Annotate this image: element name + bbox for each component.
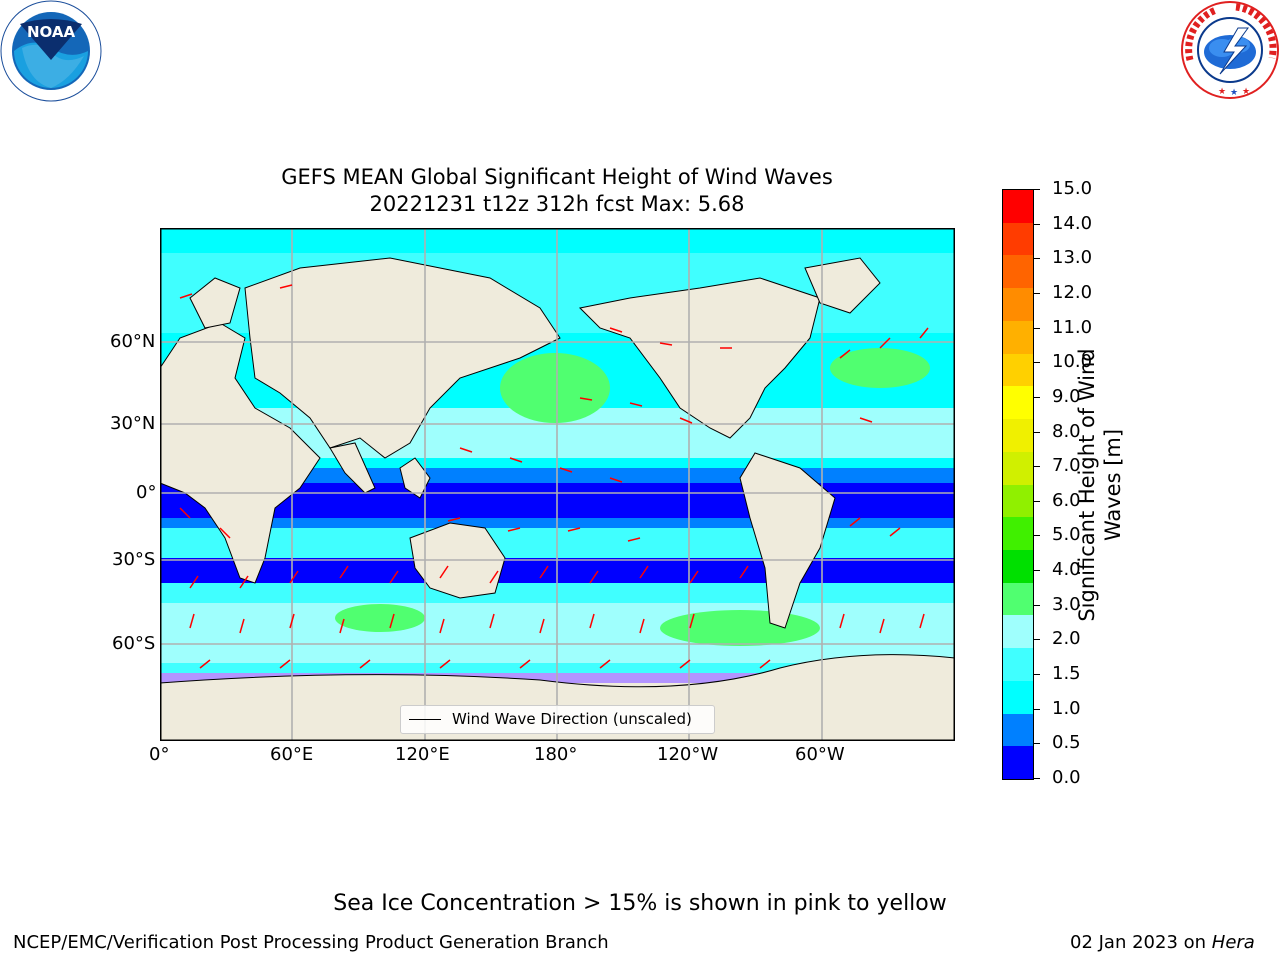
colorbar-segment (1003, 320, 1033, 354)
map-legend: Wind Wave Direction (unscaled) (400, 705, 715, 734)
colorbar-tick-mark (1034, 466, 1040, 468)
noaa-logo-text: NOAA (27, 23, 76, 41)
colorbar-tick-mark (1034, 500, 1040, 502)
legend-line-swatch (409, 719, 441, 720)
colorbar-tick-mark (1034, 535, 1040, 537)
colorbar (1002, 189, 1034, 780)
footer-machine: Hera (1211, 932, 1255, 953)
sea-ice-note: Sea Ice Concentration > 15% is shown in … (333, 891, 947, 916)
colorbar-segment (1003, 713, 1033, 747)
noaa-logo: NOAA (0, 0, 104, 104)
colorbar-segment (1003, 222, 1033, 256)
wave-height-map (160, 228, 955, 741)
y-tick-60s: 60°S (112, 633, 156, 654)
colorbar-tick: 2.0 (1052, 628, 1081, 650)
colorbar-tick-mark (1034, 258, 1040, 260)
footer-right: 02 Jan 2023 on Hera (1070, 932, 1255, 953)
colorbar-tick-mark (1034, 189, 1040, 190)
colorbar-tick-mark (1034, 292, 1040, 294)
colorbar-label-line1: Significant Height of Wind (1075, 348, 1099, 622)
colorbar-tick: 14.0 (1052, 212, 1093, 234)
colorbar-tick-mark (1034, 570, 1040, 572)
colorbar-tick-mark (1034, 362, 1040, 364)
colorbar-segment (1003, 255, 1033, 289)
nws-logo: ★ ★ ★ (1178, 0, 1280, 100)
colorbar-tick: 10.0 (1052, 351, 1093, 373)
colorbar-segment (1003, 451, 1033, 485)
colorbar-segment (1003, 287, 1033, 321)
map-title: GEFS MEAN Global Significant Height of W… (281, 165, 833, 189)
colorbar-segment (1003, 746, 1033, 779)
wave-direction-arrows (179, 284, 929, 669)
x-tick-60e: 60°E (270, 744, 314, 765)
colorbar-tick-mark (1034, 431, 1040, 433)
svg-text:★: ★ (1230, 88, 1238, 98)
x-tick-120e: 120°E (395, 744, 450, 765)
colorbar-segment (1003, 615, 1033, 649)
map-subtitle: 20221231 t12z 312h fcst Max: 5.68 (369, 192, 745, 216)
colorbar-tick-mark (1034, 778, 1040, 779)
x-tick-120w: 120°W (657, 744, 719, 765)
svg-text:★: ★ (1218, 87, 1226, 97)
colorbar-tick: 8.0 (1052, 420, 1081, 442)
colorbar-tick-mark (1034, 674, 1040, 676)
y-tick-30s: 30°S (112, 549, 156, 570)
colorbar-tick: 15.0 (1052, 178, 1093, 199)
colorbar-segment (1003, 418, 1033, 452)
colorbar-tick: 11.0 (1052, 316, 1093, 338)
colorbar-tick: 9.0 (1052, 385, 1081, 407)
colorbar-tick: 3.0 (1052, 593, 1081, 615)
colorbar-tick-mark (1034, 604, 1040, 606)
x-tick-60w: 60°W (795, 744, 845, 765)
y-tick-60n: 60°N (110, 331, 156, 352)
colorbar-segment (1003, 680, 1033, 714)
y-tick-30n: 30°N (110, 413, 156, 434)
colorbar-segment (1003, 647, 1033, 681)
colorbar-tick: 4.0 (1052, 559, 1081, 581)
colorbar-segment (1003, 516, 1033, 550)
footer-date: 02 Jan 2023 on (1070, 932, 1212, 953)
colorbar-tick: 13.0 (1052, 247, 1093, 269)
colorbar-tick: 7.0 (1052, 455, 1081, 477)
colorbar-tick: 6.0 (1052, 489, 1081, 511)
colorbar-tick-mark (1034, 708, 1040, 710)
colorbar-segment (1003, 484, 1033, 518)
x-tick-180: 180° (534, 744, 578, 765)
colorbar-tick-mark (1034, 743, 1040, 745)
colorbar-tick: 0.5 (1052, 732, 1081, 754)
colorbar-tick-mark (1034, 639, 1040, 641)
footer-left: NCEP/EMC/Verification Post Processing Pr… (13, 932, 609, 953)
colorbar-tick: 5.0 (1052, 524, 1081, 546)
svg-text:★: ★ (1242, 87, 1250, 97)
legend-label: Wind Wave Direction (unscaled) (452, 710, 692, 728)
colorbar-tick: 1.0 (1052, 697, 1081, 719)
colorbar-segment (1003, 353, 1033, 387)
y-tick-0: 0° (136, 482, 157, 503)
colorbar-tick: 0.0 (1052, 767, 1081, 788)
colorbar-tick: 1.5 (1052, 663, 1081, 685)
colorbar-segment (1003, 386, 1033, 420)
land (160, 257, 955, 741)
colorbar-tick-mark (1034, 223, 1040, 225)
colorbar-label-line2: Waves [m] (1101, 428, 1125, 542)
colorbar-tick-mark (1034, 327, 1040, 329)
colorbar-tick: 12.0 (1052, 281, 1093, 303)
graticule (160, 228, 955, 741)
colorbar-segment (1003, 549, 1033, 583)
colorbar-segment (1003, 582, 1033, 616)
colorbar-tick-mark (1034, 396, 1040, 398)
x-tick-0: 0° (149, 744, 170, 765)
colorbar-segment (1003, 189, 1033, 223)
